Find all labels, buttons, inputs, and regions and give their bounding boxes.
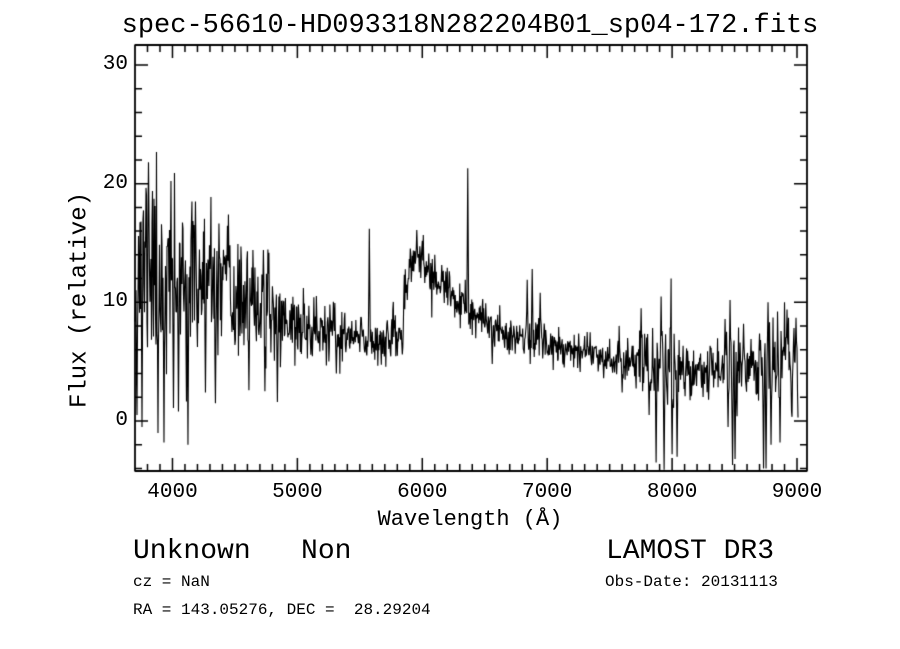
x-tick-label: 6000 xyxy=(397,481,448,504)
y-tick-label: 20 xyxy=(102,171,128,195)
ra-dec-label: RA = 143.05276, DEC = 28.29204 xyxy=(133,601,431,619)
x-tick-label: 5000 xyxy=(272,481,323,504)
obs-date-label: Obs-Date: 20131113 xyxy=(605,573,778,591)
x-tick-label: 9000 xyxy=(771,481,823,504)
survey-name-label: LAMOST DR3 xyxy=(606,536,775,567)
x-tick-label: 4000 xyxy=(147,481,198,504)
x-tick-label: 7000 xyxy=(521,481,573,504)
object-class-label: Unknown Non xyxy=(133,536,352,567)
plot-title: spec-56610-HD093318N282204B01_sp04-172.f… xyxy=(121,11,819,41)
y-tick-label: 0 xyxy=(115,409,128,433)
x-tick-label: 8000 xyxy=(646,481,698,504)
cz-value-label: cz = NaN xyxy=(133,573,210,591)
y-tick-label: 30 xyxy=(102,52,128,76)
y-tick-label: 10 xyxy=(102,290,128,314)
x-axis-label: Wavelength (Å) xyxy=(377,507,563,532)
